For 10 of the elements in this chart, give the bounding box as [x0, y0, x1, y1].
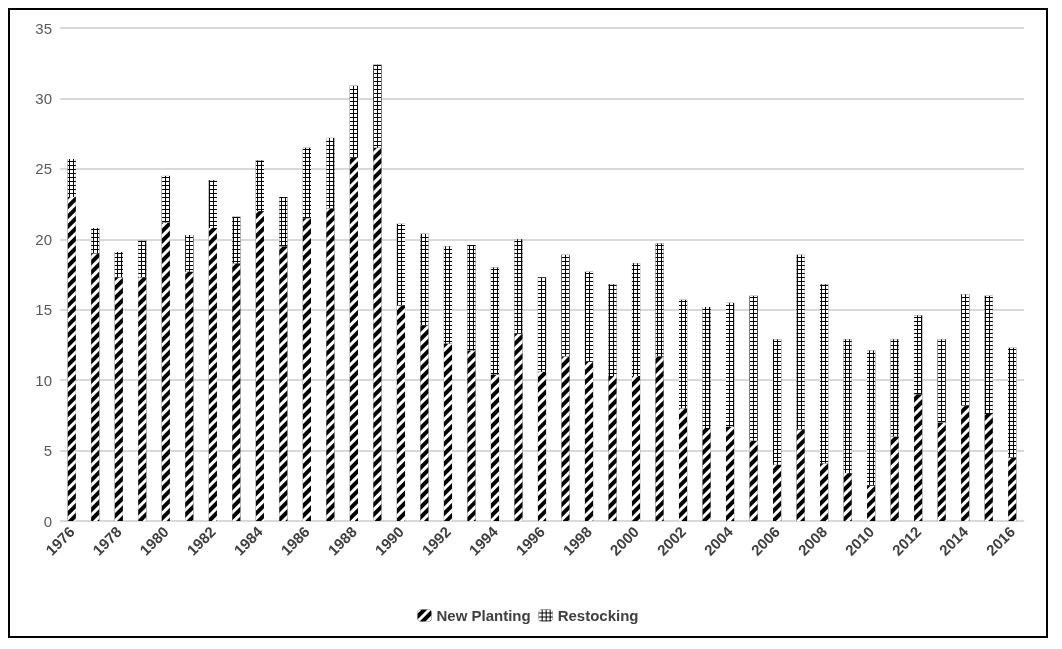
y-tick-label: 0 [43, 512, 52, 530]
y-tick-label: 10 [35, 371, 52, 389]
y-tick-label: 20 [35, 230, 52, 248]
legend-label: Restocking [557, 607, 639, 624]
y-tick-label: 35 [35, 19, 52, 37]
legend-label: New Planting [436, 607, 531, 624]
y-tick-label: 25 [35, 160, 52, 178]
y-tick-label: 15 [35, 301, 52, 319]
y-tick-label: 30 [35, 89, 52, 107]
y-tick-label: 5 [43, 442, 52, 460]
